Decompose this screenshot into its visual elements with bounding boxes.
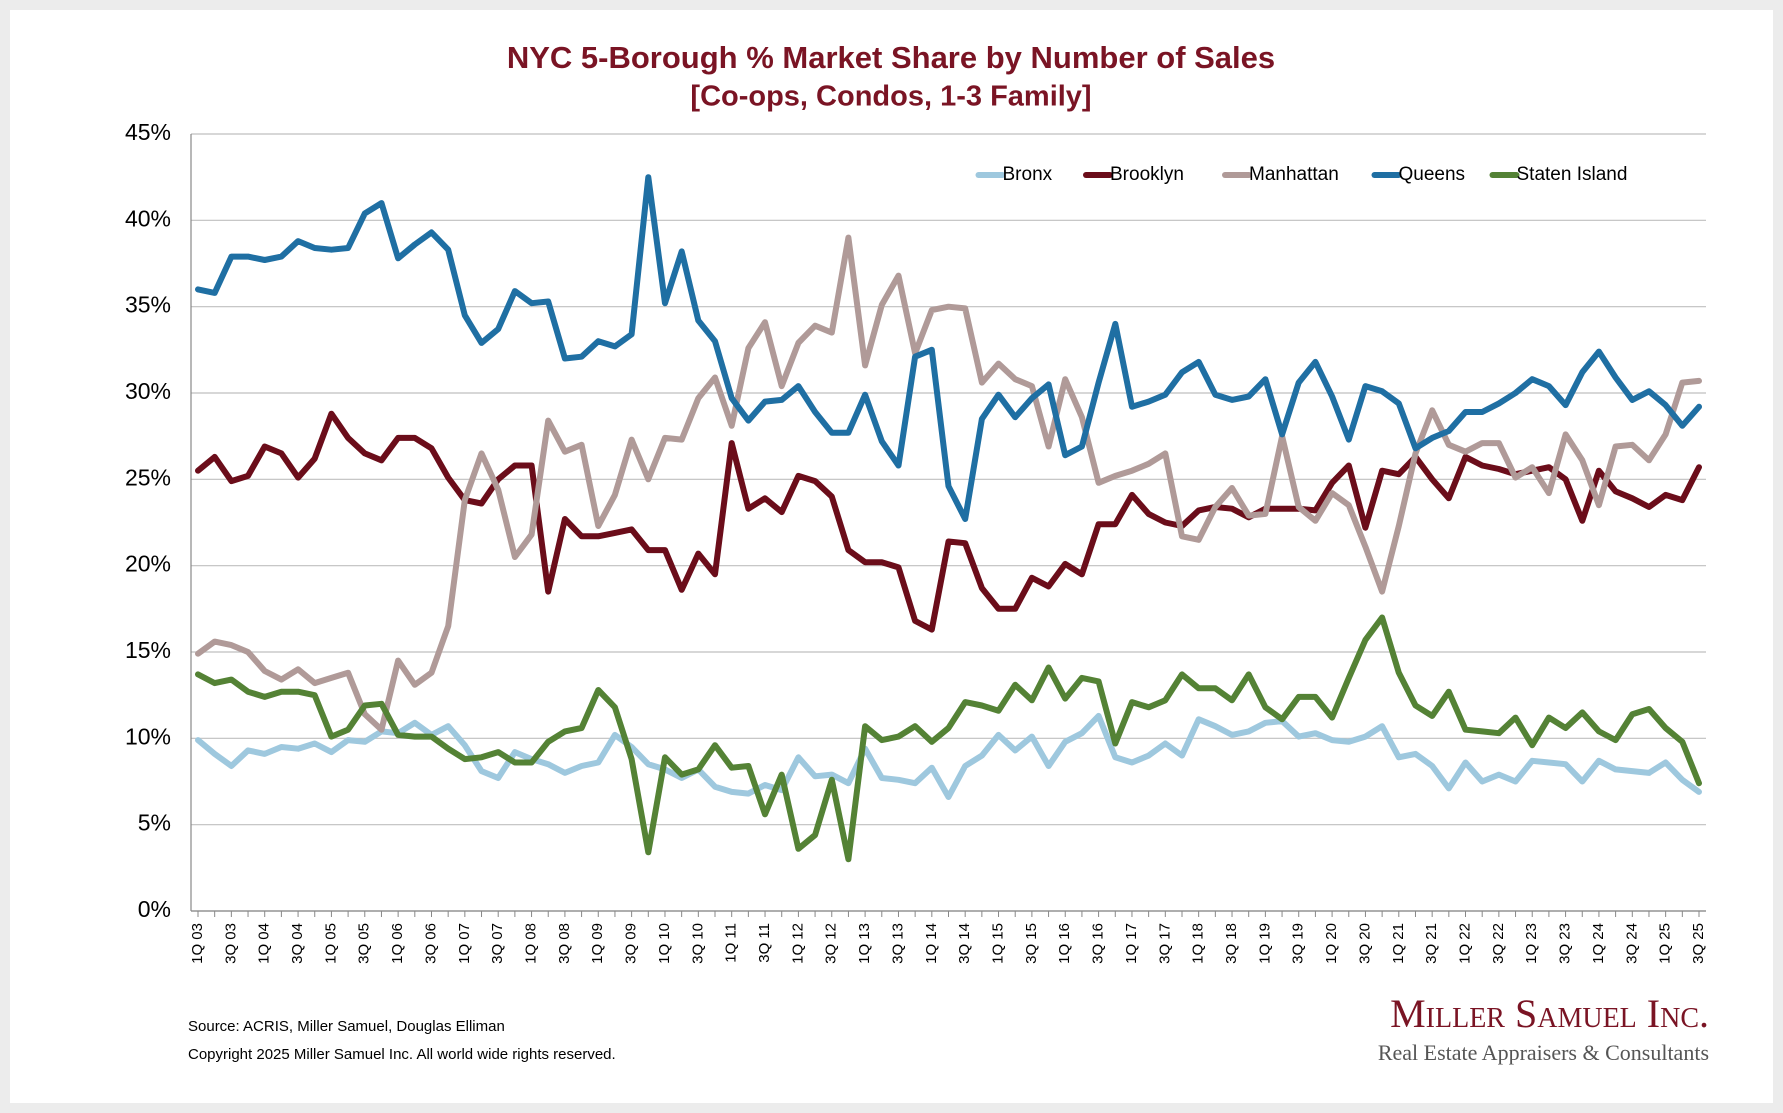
x-tick-label: 1Q 16 — [1056, 923, 1073, 964]
y-tick-label: 45% — [125, 119, 171, 145]
x-tick-label: 1Q 19 — [1256, 923, 1273, 964]
x-tick-label: 3Q 15 — [1023, 923, 1040, 964]
x-tick-label: 1Q 13 — [856, 923, 873, 964]
x-tick-label: 3Q 05 — [356, 923, 373, 964]
x-tick-label: 1Q 22 — [1456, 923, 1473, 964]
copyright-note: Copyright 2025 Miller Samuel Inc. All wo… — [188, 1046, 616, 1063]
x-tick-label: 3Q 06 — [422, 923, 439, 964]
x-tick-label: 3Q 08 — [556, 923, 573, 964]
x-tick-label: 3Q 21 — [1423, 923, 1440, 964]
x-tick-label: 1Q 12 — [789, 923, 806, 964]
x-tick-label: 1Q 14 — [923, 923, 940, 964]
x-tick-label: 1Q 24 — [1590, 923, 1607, 964]
y-tick-label: 10% — [125, 723, 171, 749]
x-tick-label: 1Q 20 — [1323, 923, 1340, 964]
x-tick-label: 1Q 06 — [389, 923, 406, 964]
series-line — [195, 234, 1702, 733]
y-tick-label: 20% — [125, 551, 171, 577]
y-tick-label: 0% — [138, 896, 171, 922]
legend-label: Brooklyn — [1110, 164, 1184, 185]
source-note: Source: ACRIS, Miller Samuel, Douglas El… — [188, 1018, 505, 1035]
x-tick-label: 1Q 15 — [990, 923, 1007, 964]
x-tick-label: 3Q 17 — [1156, 923, 1173, 964]
x-tick-label: 1Q 10 — [656, 923, 673, 964]
x-tick-label: 1Q 03 — [189, 923, 206, 964]
x-tick-label: 3Q 22 — [1490, 923, 1507, 964]
series-line — [195, 712, 1702, 800]
x-tick-label: 1Q 17 — [1123, 923, 1140, 964]
legend-label: Staten Island — [1517, 164, 1628, 185]
x-tick-label: 3Q 10 — [689, 923, 706, 964]
x-tick-label: 1Q 09 — [589, 923, 606, 964]
x-tick-label: 3Q 24 — [1623, 923, 1640, 964]
x-tick-label: 1Q 05 — [322, 923, 339, 964]
x-tick-label: 1Q 18 — [1190, 923, 1207, 964]
y-tick-label: 35% — [125, 292, 171, 318]
x-tick-label: 3Q 25 — [1690, 923, 1707, 964]
x-tick-label: 3Q 12 — [823, 923, 840, 964]
chart-subtitle: [Co-ops, Condos, 1-3 Family] — [690, 81, 1091, 113]
x-tick-label: 3Q 18 — [1223, 923, 1240, 964]
x-tick-label: 1Q 11 — [723, 923, 740, 963]
legend-label: Manhattan — [1249, 164, 1339, 185]
y-tick-label: 5% — [138, 810, 171, 836]
y-tick-label: 15% — [125, 637, 171, 663]
y-tick-label: 25% — [125, 464, 171, 490]
x-tick-label: 3Q 11 — [756, 923, 773, 963]
x-tick-label: 1Q 08 — [523, 923, 540, 964]
x-tick-label: 1Q 21 — [1390, 923, 1407, 964]
x-tick-label: 3Q 13 — [889, 923, 906, 964]
y-tick-label: 30% — [125, 378, 171, 404]
series-line — [195, 614, 1702, 863]
legend-label: Bronx — [1003, 164, 1053, 185]
x-tick-label: 3Q 03 — [222, 923, 239, 964]
chart-title: NYC 5-Borough % Market Share by Number o… — [507, 40, 1275, 75]
x-tick-label: 3Q 19 — [1290, 923, 1307, 964]
series-line — [195, 174, 1702, 522]
logo-tagline: Real Estate Appraisers & Consultants — [1378, 1040, 1709, 1065]
logo: Miller Samuel Inc. — [1390, 991, 1709, 1036]
x-tick-label: 3Q 23 — [1557, 923, 1574, 964]
chart-background — [10, 10, 1773, 1103]
x-tick-label: 3Q 14 — [956, 923, 973, 964]
x-tick-label: 3Q 16 — [1090, 923, 1107, 964]
x-tick-label: 3Q 20 — [1356, 923, 1373, 964]
series-line — [195, 410, 1702, 633]
x-tick-label: 1Q 07 — [456, 923, 473, 964]
x-tick-label: 1Q 25 — [1657, 923, 1674, 964]
x-tick-label: 3Q 07 — [489, 923, 506, 964]
x-tick-label: 1Q 04 — [256, 923, 273, 964]
x-tick-label: 3Q 09 — [623, 923, 640, 964]
legend-label: Queens — [1399, 164, 1466, 185]
x-tick-label: 3Q 04 — [289, 923, 306, 964]
y-tick-label: 40% — [125, 205, 171, 231]
x-tick-label: 1Q 23 — [1523, 923, 1540, 964]
